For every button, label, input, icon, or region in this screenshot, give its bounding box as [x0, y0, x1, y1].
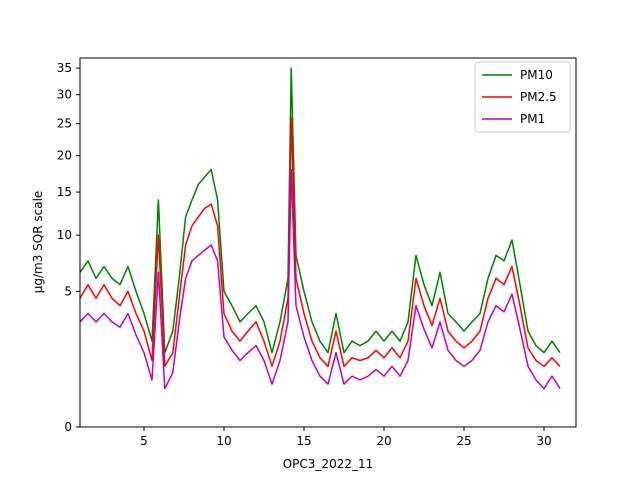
legend-label-pm1: PM1	[520, 112, 545, 126]
legend: PM10 PM2.5 PM1	[474, 61, 571, 133]
legend-label-pm10: PM10	[520, 68, 553, 82]
axes-frame	[79, 57, 577, 428]
x-tick-label: 10	[216, 434, 231, 448]
x-tick-label: 15	[296, 434, 311, 448]
legend-box	[474, 61, 571, 133]
y-tick-label: 10	[57, 228, 72, 242]
y-tick-label: 25	[57, 117, 72, 131]
x-axis-label: OPC3_2022_11	[283, 457, 374, 471]
y-tick-label: 20	[57, 149, 72, 163]
x-axis-ticks: 5 10 15 20 25 30	[140, 427, 552, 448]
y-axis-ticks: 0 5 10 15 20 25 30 35	[57, 61, 80, 434]
plot-series	[79, 67, 561, 390]
y-tick-label: 35	[57, 61, 72, 75]
series-line-pm2-5	[79, 116, 561, 368]
legend-label-pm2-5: PM2.5	[520, 90, 557, 104]
x-tick-label: 25	[456, 434, 471, 448]
y-tick-label: 5	[64, 284, 72, 298]
series-line-pm10	[79, 67, 561, 354]
x-tick-label: 20	[376, 434, 391, 448]
y-tick-label: 30	[57, 88, 72, 102]
y-tick-label: 0	[64, 420, 72, 434]
series-line-pm1	[79, 168, 561, 390]
x-tick-label: 5	[140, 434, 148, 448]
x-tick-label: 30	[536, 434, 551, 448]
y-tick-label: 15	[57, 185, 72, 199]
y-axis-label: µg/m3 SQR scale	[31, 191, 45, 294]
